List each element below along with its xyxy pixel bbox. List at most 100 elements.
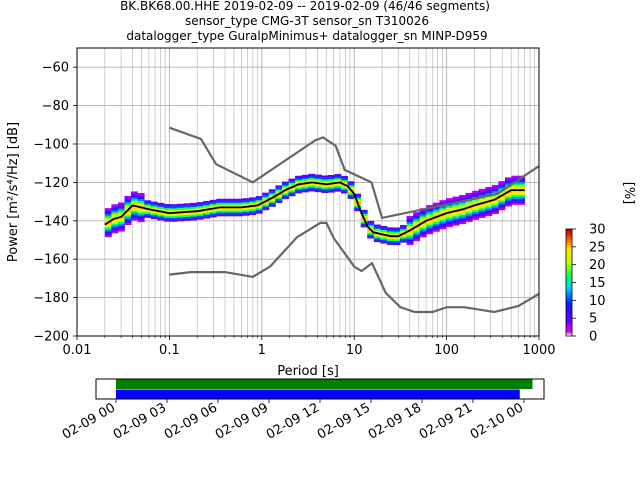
density-cell: [183, 212, 191, 216]
density-cell: [222, 210, 230, 213]
density-cell: [327, 186, 335, 189]
density-cell: [380, 227, 388, 231]
density-cell: [275, 189, 283, 192]
density-cell: [242, 211, 250, 214]
density-cell: [327, 175, 335, 178]
density-cell: [393, 231, 401, 234]
density-cell: [209, 205, 217, 208]
density-cell: [426, 222, 434, 225]
density-cell: [183, 203, 191, 206]
density-cell: [216, 214, 224, 217]
density-cell: [491, 211, 499, 215]
density-cell: [321, 185, 329, 188]
density-cell: [334, 189, 342, 192]
timeline-tick-label: 02-09 18: [366, 400, 424, 442]
density-cell: [413, 227, 421, 230]
y-axis-label: Power [m²/s⁴/Hz] [dB]: [6, 122, 21, 262]
density-cell: [491, 194, 499, 197]
density-cell: [426, 208, 434, 212]
density-cell: [131, 195, 139, 198]
density-cell: [445, 217, 453, 220]
density-cell: [144, 209, 152, 213]
density-cell: [511, 175, 519, 178]
density-cell: [334, 175, 342, 179]
density-cell: [459, 216, 467, 219]
colorbar-tick-label: 15: [589, 276, 606, 291]
density-cell: [498, 204, 506, 207]
density-cell: [354, 197, 362, 200]
colorbar-step: [566, 261, 572, 264]
density-cell: [485, 192, 493, 195]
density-cell: [511, 200, 519, 203]
density-cell: [334, 179, 342, 183]
density-cell: [203, 212, 211, 215]
density-cell: [137, 204, 145, 207]
density-cell: [137, 192, 145, 196]
density-cell: [439, 209, 447, 213]
density-cell: [406, 215, 414, 219]
density-cell: [505, 196, 512, 199]
density-cell: [380, 241, 388, 244]
density-cell: [157, 202, 165, 206]
density-cell: [222, 214, 230, 217]
density-cell: [413, 219, 421, 223]
density-cell: [137, 212, 145, 215]
density-cell: [124, 217, 132, 220]
title-line-3: datalogger_type GuralpMinimus+ datalogge…: [126, 29, 487, 43]
density-cell: [124, 211, 132, 214]
density-cell: [314, 186, 322, 189]
density-cell: [511, 185, 519, 188]
density-cell: [432, 218, 440, 221]
density-cell: [131, 208, 139, 211]
density-cell: [275, 191, 283, 194]
density-cell: [176, 219, 184, 222]
density-cell: [281, 185, 289, 188]
density-cell: [347, 181, 355, 184]
density-cell: [452, 198, 460, 201]
density-cell: [301, 186, 309, 189]
timeline-tick-label: 02-10 00: [468, 400, 526, 442]
density-cell: [104, 208, 112, 211]
density-cell: [511, 192, 519, 196]
density-cell: [157, 212, 165, 215]
density-cell: [505, 186, 512, 190]
density-cell: [472, 200, 480, 203]
density-cell: [117, 217, 125, 221]
density-cell: [386, 227, 394, 230]
density-cell: [478, 200, 486, 203]
density-cell: [124, 197, 132, 201]
density-cell: [518, 200, 526, 203]
density-cell: [445, 221, 453, 224]
density-cell: [452, 211, 460, 215]
density-cell: [465, 217, 473, 221]
density-cell: [478, 190, 486, 193]
density-cell: [347, 194, 355, 197]
density-cell: [459, 196, 467, 200]
density-cell: [439, 211, 447, 214]
density-cell: [131, 197, 139, 200]
density-cell: [406, 235, 414, 238]
density-cell: [255, 199, 263, 203]
density-cell: [111, 225, 119, 228]
density-cell: [209, 213, 217, 216]
density-cell: [308, 179, 316, 182]
density-cell: [242, 209, 250, 212]
density-cell: [255, 205, 263, 208]
density-cell: [144, 202, 152, 205]
density-cell: [176, 217, 184, 220]
density-cell: [347, 187, 355, 190]
density-cell: [413, 217, 421, 221]
density-cell: [459, 214, 467, 217]
colorbar-step: [566, 332, 572, 335]
density-cell: [308, 183, 316, 186]
density-cell: [203, 202, 211, 206]
density-cell: [426, 224, 434, 227]
density-cell: [222, 212, 230, 215]
density-cell: [340, 189, 348, 192]
density-cell: [295, 191, 303, 194]
grid-lines: [76, 48, 540, 337]
density-cell: [439, 215, 447, 218]
density-cell: [111, 227, 119, 230]
density-cell: [111, 210, 119, 213]
density-cell: [406, 221, 414, 224]
